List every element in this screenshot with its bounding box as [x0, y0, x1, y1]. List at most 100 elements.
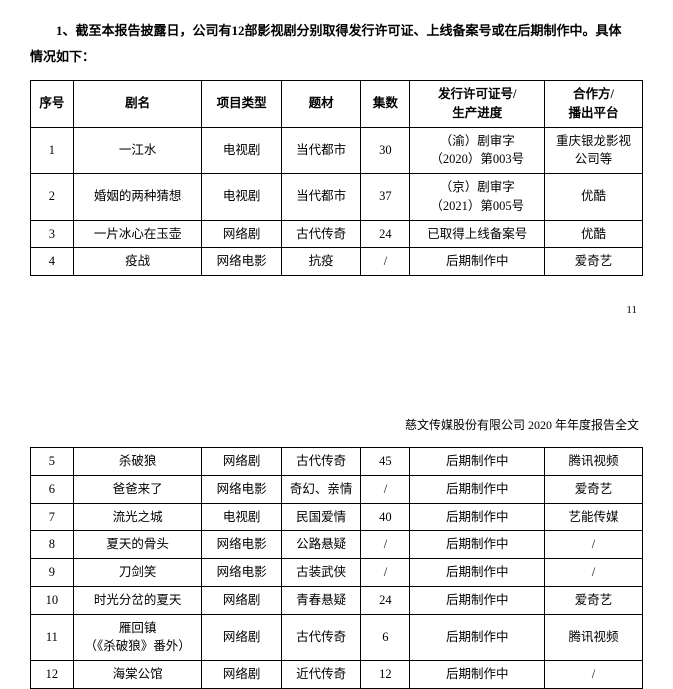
cell-seq: 12 — [31, 661, 74, 689]
col-license: 发行许可证号/ 生产进度 — [410, 81, 545, 128]
cell-name: 雁回镇 （《杀破狼》番外） — [73, 614, 202, 661]
table-row: 7流光之城电视剧民国爱情40后期制作中艺能传媒 — [31, 503, 643, 531]
cell-license: 后期制作中 — [410, 586, 545, 614]
cell-theme: 古代传奇 — [281, 448, 361, 476]
intro-line2: 情况如下： — [30, 44, 643, 70]
table-row: 11雁回镇 （《杀破狼》番外）网络剧古代传奇6后期制作中腾讯视频 — [31, 614, 643, 661]
table-row: 2婚姻的两种猜想电视剧当代都市37（京）剧审字 （2021）第005号优酷 — [31, 174, 643, 221]
cell-seq: 4 — [31, 248, 74, 276]
cell-episodes: / — [361, 248, 410, 276]
cell-type: 网络电影 — [202, 531, 282, 559]
cell-theme: 青春悬疑 — [281, 586, 361, 614]
page-number: 11 — [30, 304, 643, 316]
cell-license: 后期制作中 — [410, 248, 545, 276]
cell-seq: 3 — [31, 220, 74, 248]
cell-episodes: 24 — [361, 220, 410, 248]
cell-theme: 当代都市 — [281, 127, 361, 174]
cell-theme: 古代传奇 — [281, 614, 361, 661]
cell-seq: 9 — [31, 559, 74, 587]
cell-name: 时光分岔的夏天 — [73, 586, 202, 614]
intro-line1: 1、截至本报告披露日，公司有12部影视剧分别取得发行许可证、上线备案号或在后期制… — [56, 23, 622, 38]
cell-license: 后期制作中 — [410, 614, 545, 661]
cell-episodes: 37 — [361, 174, 410, 221]
cell-theme: 古代传奇 — [281, 220, 361, 248]
cell-license: 后期制作中 — [410, 559, 545, 587]
cell-theme: 公路悬疑 — [281, 531, 361, 559]
cell-type: 电视剧 — [202, 503, 282, 531]
cell-license: 后期制作中 — [410, 503, 545, 531]
cell-partner: 腾讯视频 — [545, 448, 643, 476]
cell-theme: 近代传奇 — [281, 661, 361, 689]
cell-name: 杀破狼 — [73, 448, 202, 476]
cell-seq: 6 — [31, 475, 74, 503]
table-row: 10时光分岔的夏天网络剧青春悬疑24后期制作中爱奇艺 — [31, 586, 643, 614]
table-row: 4疫战网络电影抗疫/后期制作中爱奇艺 — [31, 248, 643, 276]
table-row: 9刀剑笑网络电影古装武侠/后期制作中/ — [31, 559, 643, 587]
cell-episodes: 45 — [361, 448, 410, 476]
projects-table-2: 5杀破狼网络剧古代传奇45后期制作中腾讯视频6爸爸来了网络电影奇幻、亲情/后期制… — [30, 447, 643, 689]
cell-partner: / — [545, 531, 643, 559]
cell-partner: / — [545, 559, 643, 587]
cell-license: 后期制作中 — [410, 475, 545, 503]
cell-name: 刀剑笑 — [73, 559, 202, 587]
cell-episodes: / — [361, 475, 410, 503]
cell-seq: 7 — [31, 503, 74, 531]
projects-table-1: 序号 剧名 项目类型 题材 集数 发行许可证号/ 生产进度 合作方/ 播出平台 … — [30, 80, 643, 276]
cell-type: 电视剧 — [202, 127, 282, 174]
table-row: 1一江水电视剧当代都市30（渝）剧审字 （2020）第003号重庆银龙影视 公司… — [31, 127, 643, 174]
cell-seq: 11 — [31, 614, 74, 661]
col-seq: 序号 — [31, 81, 74, 128]
cell-license: 后期制作中 — [410, 531, 545, 559]
cell-theme: 民国爱情 — [281, 503, 361, 531]
table-row: 12海棠公馆网络剧近代传奇12后期制作中/ — [31, 661, 643, 689]
cell-type: 网络电影 — [202, 475, 282, 503]
cell-partner: 爱奇艺 — [545, 248, 643, 276]
cell-episodes: 40 — [361, 503, 410, 531]
cell-partner: 优酷 — [545, 220, 643, 248]
page-header: 慈文传媒股份有限公司 2020 年年度报告全文 — [30, 416, 643, 433]
cell-seq: 1 — [31, 127, 74, 174]
cell-seq: 8 — [31, 531, 74, 559]
cell-partner: 优酷 — [545, 174, 643, 221]
cell-theme: 当代都市 — [281, 174, 361, 221]
cell-partner: / — [545, 661, 643, 689]
cell-theme: 古装武侠 — [281, 559, 361, 587]
cell-type: 网络剧 — [202, 661, 282, 689]
table-row: 5杀破狼网络剧古代传奇45后期制作中腾讯视频 — [31, 448, 643, 476]
cell-type: 网络剧 — [202, 448, 282, 476]
col-name: 剧名 — [73, 81, 202, 128]
col-theme: 题材 — [281, 81, 361, 128]
cell-type: 网络剧 — [202, 220, 282, 248]
cell-partner: 爱奇艺 — [545, 586, 643, 614]
cell-partner: 艺能传媒 — [545, 503, 643, 531]
cell-partner: 重庆银龙影视 公司等 — [545, 127, 643, 174]
cell-license: 已取得上线备案号 — [410, 220, 545, 248]
table-row: 3一片冰心在玉壶网络剧古代传奇24已取得上线备案号优酷 — [31, 220, 643, 248]
page-break — [30, 316, 643, 416]
cell-seq: 10 — [31, 586, 74, 614]
cell-type: 电视剧 — [202, 174, 282, 221]
cell-type: 网络电影 — [202, 559, 282, 587]
cell-episodes: 24 — [361, 586, 410, 614]
table-header-row: 序号 剧名 项目类型 题材 集数 发行许可证号/ 生产进度 合作方/ 播出平台 — [31, 81, 643, 128]
cell-episodes: 6 — [361, 614, 410, 661]
cell-license: 后期制作中 — [410, 448, 545, 476]
cell-episodes: 12 — [361, 661, 410, 689]
cell-name: 流光之城 — [73, 503, 202, 531]
cell-episodes: / — [361, 559, 410, 587]
cell-partner: 腾讯视频 — [545, 614, 643, 661]
col-episodes: 集数 — [361, 81, 410, 128]
cell-type: 网络电影 — [202, 248, 282, 276]
cell-episodes: 30 — [361, 127, 410, 174]
cell-name: 疫战 — [73, 248, 202, 276]
cell-license: （京）剧审字 （2021）第005号 — [410, 174, 545, 221]
cell-type: 网络剧 — [202, 586, 282, 614]
cell-name: 一片冰心在玉壶 — [73, 220, 202, 248]
table-row: 6爸爸来了网络电影奇幻、亲情/后期制作中爱奇艺 — [31, 475, 643, 503]
cell-theme: 抗疫 — [281, 248, 361, 276]
cell-theme: 奇幻、亲情 — [281, 475, 361, 503]
cell-name: 夏天的骨头 — [73, 531, 202, 559]
col-partner: 合作方/ 播出平台 — [545, 81, 643, 128]
cell-seq: 5 — [31, 448, 74, 476]
col-type: 项目类型 — [202, 81, 282, 128]
